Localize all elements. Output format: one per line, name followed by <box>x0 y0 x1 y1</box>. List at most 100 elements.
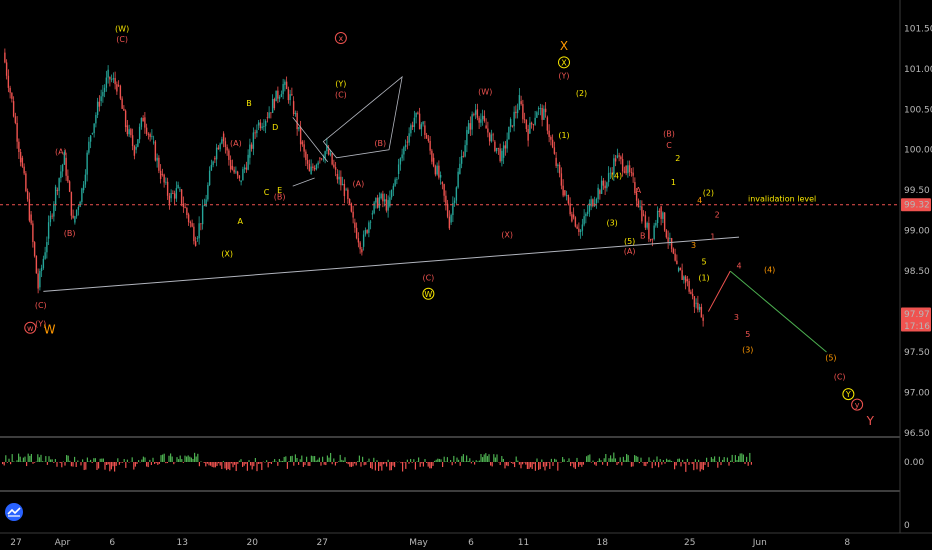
oscillator-bar <box>266 460 268 462</box>
oscillator-bar <box>307 462 309 466</box>
oscillator-bar <box>594 462 596 465</box>
candle-body <box>179 189 181 191</box>
candle-body <box>485 125 487 129</box>
oscillator-bar <box>280 460 282 462</box>
oscillator-bar <box>229 462 231 471</box>
candle-body <box>93 123 95 134</box>
oscillator-bar <box>354 462 356 464</box>
oscillator-bar <box>40 454 42 462</box>
oscillator-bar <box>462 454 464 462</box>
candle-body <box>452 202 454 216</box>
candle-body <box>401 154 403 159</box>
candle-body <box>291 94 293 95</box>
oscillator-bar <box>85 462 87 470</box>
candle-body <box>396 179 398 181</box>
wave-circled-label: y <box>855 401 860 410</box>
candle-body <box>82 184 85 191</box>
time-axis[interactable]: 27 Apr 6 13 20 27 May 6 11 18 25 Jun 8 <box>10 538 850 548</box>
price-tick-label: 97.00 <box>904 388 930 398</box>
oscillator-bar <box>541 459 543 462</box>
candle-body <box>74 216 76 223</box>
oscillator-bar <box>530 462 532 468</box>
oscillator-bar <box>618 462 620 464</box>
oscillator-bar <box>744 462 746 465</box>
candle-body <box>159 170 162 179</box>
oscillator-bar <box>235 462 237 472</box>
oscillator-bar <box>458 459 460 462</box>
oscillator-bar <box>270 462 272 465</box>
oscillator-bar <box>165 462 167 464</box>
candle-body <box>504 145 507 149</box>
oscillator-bar <box>91 462 93 464</box>
oscillator-bar <box>227 462 229 470</box>
wave-label: (3) <box>606 219 617 228</box>
oscillator-bar <box>715 461 717 462</box>
tradingview-logo-icon[interactable] <box>5 503 23 521</box>
price-tick-label: 101.00 <box>904 65 932 75</box>
time-tick-label: 13 <box>177 538 188 548</box>
candle-body <box>75 209 78 217</box>
oscillator-bar <box>264 462 266 463</box>
oscillator-bar <box>358 455 360 462</box>
oscillator-bar <box>482 457 484 462</box>
candle-body <box>56 190 59 191</box>
candle-body <box>172 193 174 194</box>
candle-body <box>434 166 437 175</box>
time-tick-label: 8 <box>844 538 850 548</box>
oscillator-bar <box>2 462 4 465</box>
candle-body <box>207 185 209 200</box>
oscillator-bar <box>221 462 223 470</box>
oscillator-bar <box>176 457 178 462</box>
candle-body <box>541 107 543 120</box>
candle-body <box>490 134 493 142</box>
candle-body <box>257 122 260 126</box>
oscillator-bar <box>182 462 184 463</box>
oscillator-bar <box>534 462 536 471</box>
oscillator-bar <box>706 457 708 462</box>
oscillator-bar <box>510 462 512 463</box>
oscillator-bar <box>22 457 24 462</box>
candle-body <box>669 238 671 239</box>
candle-body <box>597 187 599 200</box>
candle-body <box>61 164 64 172</box>
oscillator-bar <box>450 460 452 462</box>
candle-body <box>147 133 150 135</box>
oscillator-bar <box>442 462 444 467</box>
candle-body <box>292 101 295 114</box>
candle-body <box>198 223 200 239</box>
candle-body <box>275 90 277 102</box>
oscillator-bar <box>502 458 504 462</box>
oscillator-bar <box>475 460 477 462</box>
candle-body <box>578 228 580 232</box>
oscillator-bar <box>616 462 618 466</box>
wave-label: E <box>277 186 282 195</box>
price-axis[interactable]: 101.50 101.00 100.50 100.00 99.50 99.00 98.50 9… <box>904 24 932 439</box>
oscillator-bar <box>318 457 320 462</box>
candle-body <box>91 133 94 134</box>
candle-body <box>224 141 227 148</box>
time-tick-label: Jun <box>752 538 767 548</box>
candle-body <box>140 117 143 127</box>
wave-label: (W) <box>115 24 129 33</box>
wave-label: (C) <box>116 35 128 44</box>
candle-body <box>410 125 412 134</box>
candle-body <box>529 122 531 134</box>
oscillator-bar <box>749 452 751 462</box>
oscillator-bar <box>315 460 317 462</box>
candle-body <box>560 173 563 186</box>
candle-body <box>660 206 662 219</box>
oscillator-bar <box>538 462 540 470</box>
candle-body <box>548 130 550 137</box>
candle-body <box>163 174 165 183</box>
oscillator-bar <box>430 462 432 469</box>
candle-body <box>565 195 568 196</box>
oscillator-bar <box>309 462 311 466</box>
candle-body <box>663 212 666 231</box>
oscillator-bar <box>389 462 391 471</box>
oscillator-bar <box>48 456 50 462</box>
candle-body <box>697 302 699 310</box>
candle-body <box>530 122 533 125</box>
candle-body <box>698 306 701 310</box>
oscillator-bar <box>658 462 660 468</box>
